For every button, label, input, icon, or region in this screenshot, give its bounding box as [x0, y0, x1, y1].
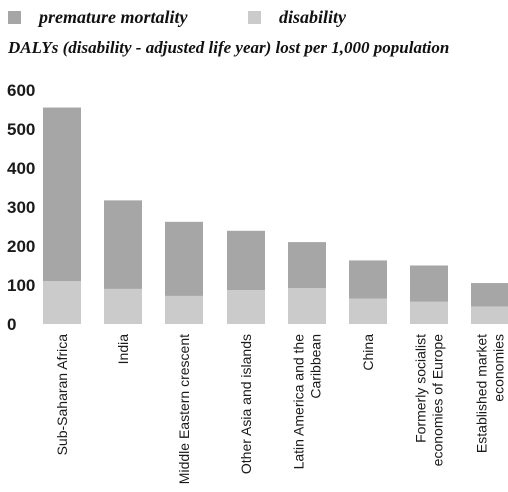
bar-disability: [43, 281, 81, 324]
legend-label-disability: disability: [279, 6, 346, 27]
x-category-label: India: [115, 334, 131, 365]
y-tick-label: 100: [7, 276, 35, 295]
bar-disability: [288, 288, 326, 324]
x-category-label: Middle Eastern crescent: [176, 334, 192, 484]
bar-premature-mortality: [288, 242, 326, 289]
bar-premature-mortality: [43, 107, 81, 282]
x-category-label: Latin America and the: [291, 334, 307, 470]
chart-subtitle: DALYs (disability - adjusted life year) …: [8, 38, 450, 57]
bar-premature-mortality: [165, 221, 203, 296]
legend-swatch-disability: [248, 10, 261, 24]
bar-disability: [349, 298, 387, 324]
legend-swatch-premature-mortality: [8, 10, 21, 24]
bar-premature-mortality: [227, 230, 265, 291]
x-category-label: Sub-Saharan Africa: [54, 334, 70, 456]
bar-premature-mortality: [349, 260, 387, 299]
legend-label-premature-mortality: premature mortality: [39, 6, 188, 27]
bar-disability: [471, 306, 508, 324]
y-tick-label: 600: [7, 81, 35, 100]
bar-premature-mortality: [104, 200, 142, 289]
x-category-label: Other Asia and islands: [238, 334, 254, 474]
bar-premature-mortality: [410, 265, 448, 302]
x-category-label: economies: [491, 334, 507, 402]
y-tick-label: 500: [7, 120, 35, 139]
bar-disability: [165, 295, 203, 324]
x-category-label: economies of Europe: [430, 334, 446, 467]
y-tick-label: 0: [7, 315, 16, 334]
y-tick-label: 400: [7, 159, 35, 178]
legend: premature mortality disability: [8, 2, 508, 30]
bar-disability: [410, 301, 448, 324]
bar-disability: [104, 288, 142, 324]
x-category-label: China: [360, 334, 376, 371]
legend-item-disability: disability: [248, 6, 346, 27]
bar-premature-mortality: [471, 283, 508, 307]
y-tick-label: 200: [7, 237, 35, 256]
y-tick-label: 300: [7, 198, 35, 217]
x-category-label: Established market: [474, 334, 490, 453]
legend-item-premature-mortality: premature mortality: [8, 6, 188, 27]
x-category-label: Caribbean: [308, 334, 324, 399]
bar-disability: [227, 290, 265, 324]
x-category-label: Formerly socialist: [413, 334, 429, 443]
